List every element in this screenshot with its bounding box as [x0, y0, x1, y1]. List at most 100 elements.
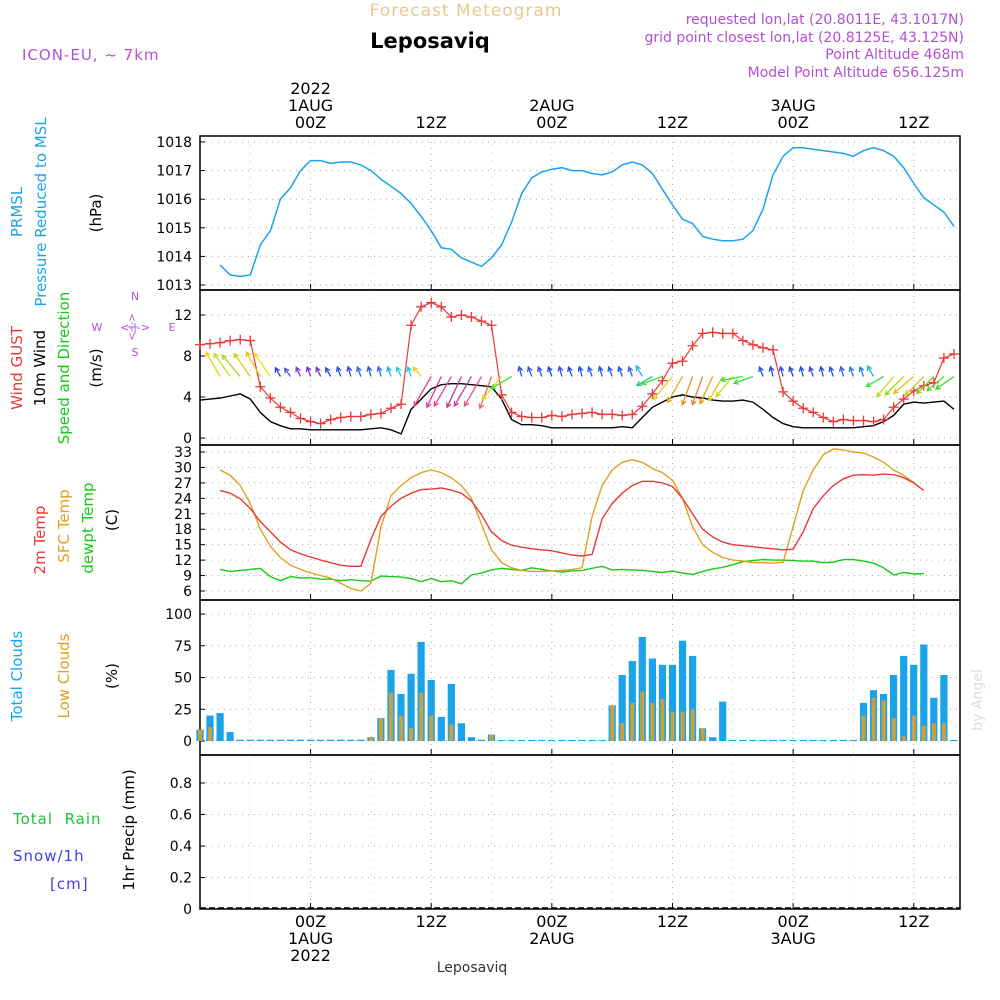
wind-arrow-head — [315, 366, 321, 373]
y-tick-label: 30 — [174, 460, 192, 476]
low-cloud-bar — [901, 735, 906, 741]
gust-marker — [727, 328, 738, 339]
time-label: 12Z — [657, 912, 688, 931]
wind-arrow-shaft — [367, 366, 372, 377]
wind-arrow-shaft — [866, 365, 875, 377]
wind-arrow-head — [433, 400, 439, 408]
wind-arrow-shaft — [396, 367, 402, 377]
total-cloud-bar — [226, 732, 234, 741]
time-label: 00Z — [536, 113, 567, 132]
y-tick-label: 9 — [183, 569, 192, 585]
gust-marker — [466, 312, 477, 323]
wind-arrow-shaft — [213, 353, 231, 377]
wind-direction-label: Speed and Direction — [55, 292, 73, 445]
total-cloud-bar — [648, 658, 656, 741]
compass-arrow-v: <-|-> — [127, 313, 138, 340]
pressure-labels: PRMSL Pressure Reduced to MSL (hPa) — [8, 117, 105, 307]
y-tick-label: 12 — [174, 308, 192, 324]
wind-arrow-shaft — [547, 366, 553, 377]
gust-marker — [456, 310, 467, 320]
time-label: 2022 — [290, 79, 331, 98]
wind-arrow-shaft — [433, 376, 452, 407]
y-tick-label: 1016 — [156, 192, 192, 208]
time-label: 12Z — [898, 113, 929, 132]
time-label: 12Z — [898, 912, 929, 931]
gust-marker — [265, 393, 276, 404]
wind-arrow-head — [640, 379, 647, 386]
wind-arrow-head — [607, 365, 613, 373]
wind-arrow-shaft — [386, 366, 392, 377]
low-cloud-bar — [198, 729, 202, 741]
y-tick-label: 6 — [183, 584, 192, 600]
time-label: 2AUG — [529, 929, 574, 948]
wind-arrow-head — [876, 391, 882, 398]
y-tick-label: 0.2 — [170, 871, 192, 887]
wind-arrow-shaft — [490, 375, 512, 390]
low-cloud-bar — [449, 724, 454, 741]
low-cloud-bar — [368, 737, 373, 741]
y-tick-label: 100 — [165, 607, 192, 623]
gust-marker — [536, 412, 547, 423]
wind-arrow-head — [934, 384, 941, 390]
y-tick-label: 1015 — [156, 221, 192, 237]
total-cloud-bar — [357, 739, 365, 741]
wind-arrow-shaft — [884, 376, 905, 396]
point-altitude: Point Altitude 468m — [825, 47, 964, 63]
wind-arrow-shaft — [325, 367, 332, 377]
wind-arrow-head — [356, 365, 362, 373]
product-title: Forecast Meteogram — [370, 1, 563, 21]
wind-arrow-head — [915, 388, 922, 395]
wind-arrow-head — [865, 381, 872, 388]
wind-arrow-head — [305, 365, 312, 373]
total-cloud-bar — [890, 675, 898, 741]
gust-marker — [717, 328, 728, 339]
total-cloud-bar — [437, 716, 445, 741]
wind-arrow-head — [798, 365, 805, 372]
wind-arrow-head — [635, 380, 642, 387]
wind-arrow-shaft — [558, 366, 563, 377]
grid-point-coords: grid point closest lon,lat (20.8125E, 43… — [644, 30, 964, 46]
location-title: Leposaviq — [370, 29, 490, 53]
temp-labels: 2m Temp SFC Temp dewpt Temp (C) — [31, 482, 121, 574]
wind-arrow-shaft — [681, 376, 694, 405]
time-label: 1AUG — [288, 929, 333, 948]
wind-arrow-head — [597, 365, 604, 372]
wind-arrow-shaft — [567, 366, 573, 377]
compass-west: W — [92, 321, 103, 334]
wind-arrow-shaft — [446, 376, 462, 408]
wind-arrow-head — [253, 352, 260, 359]
gust-marker — [757, 342, 768, 353]
wind-arrow-head — [335, 365, 342, 373]
wind-arrow-shaft — [315, 367, 322, 377]
compass-east: E — [169, 321, 176, 334]
gust-marker — [697, 328, 708, 339]
wind-arrow-head — [233, 352, 239, 359]
model-label: ICON-EU, ~ 7km — [22, 46, 160, 64]
wind-arrow-shaft — [769, 366, 774, 377]
total-cloud-bar — [347, 739, 355, 741]
gust-marker — [426, 297, 437, 308]
wind-arrow-shaft — [733, 375, 754, 384]
wind-arrow-head — [719, 376, 727, 383]
gust-marker — [677, 356, 688, 367]
gust-marker — [325, 414, 336, 425]
wind-arrow-head — [283, 367, 290, 374]
y-tick-label: 75 — [174, 639, 192, 655]
panel-frame — [199, 444, 961, 601]
wind-arrow-shaft — [652, 376, 673, 400]
low-cloud-bar — [700, 728, 705, 741]
wind-arrow-shaft — [691, 376, 704, 405]
total-cloud-bar — [417, 641, 425, 741]
gust-marker — [446, 312, 457, 323]
prmsl-label: PRMSL — [8, 186, 26, 237]
wind-arrow-shaft — [820, 366, 824, 377]
wind-arrow-head — [213, 352, 219, 359]
wind-arrow-shaft — [233, 353, 251, 377]
gust-marker — [587, 407, 598, 418]
total-cloud-bar — [296, 739, 305, 741]
gust-marker — [416, 301, 427, 312]
gust-marker — [747, 339, 758, 350]
total-cloud-bar — [668, 664, 677, 741]
